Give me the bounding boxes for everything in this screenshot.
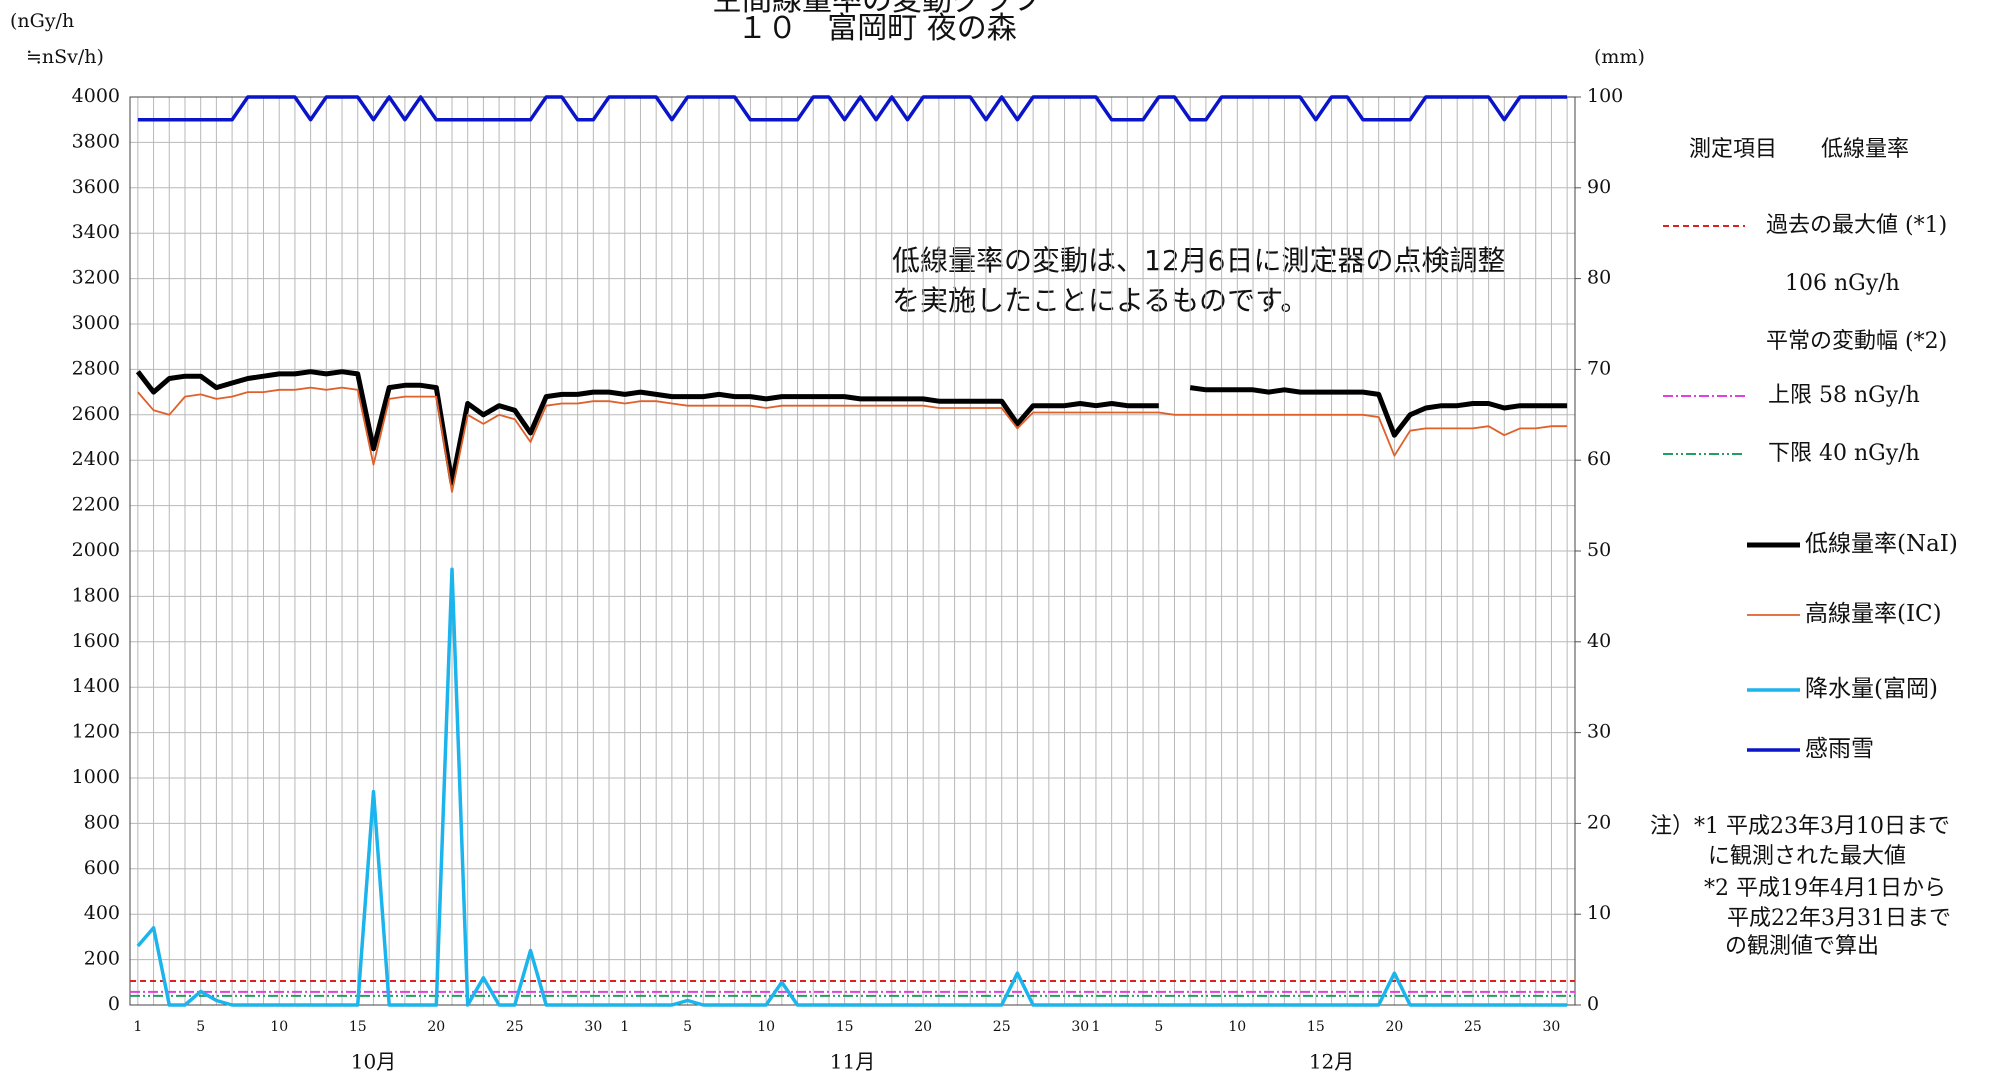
y-tick-label: 2800 [72, 357, 120, 379]
chart-subtitle: １０ 富岡町 夜の森 [737, 11, 1017, 46]
y-tick-label: 3200 [72, 267, 120, 289]
range-heading: 平常の変動幅 (*2) [1766, 329, 1947, 354]
y-tick-label: 3000 [72, 312, 120, 334]
data-line [1189, 385, 1568, 438]
month-label: 10月 [351, 1050, 396, 1072]
legend-label: 感雨雪 [1805, 736, 1874, 762]
y-tick-label: 1400 [72, 675, 120, 697]
y-tick-label: 1200 [72, 721, 120, 743]
y2-tick-label: 20 [1587, 811, 1611, 833]
x-tick-label: 5 [683, 1019, 692, 1035]
y-tick-label: 400 [84, 902, 120, 924]
x-tick-label: 10 [270, 1019, 288, 1035]
y-tick-label: 1000 [72, 766, 120, 788]
x-tick-label: 30 [584, 1019, 602, 1035]
y-axis-label: (nGy/h [10, 10, 74, 32]
y2-tick-label: 100 [1587, 85, 1623, 107]
y2-axis-label: (mm) [1594, 46, 1645, 68]
x-tick-label: 5 [196, 1019, 205, 1035]
x-tick-label: 20 [1385, 1019, 1403, 1035]
data-line [137, 386, 1568, 493]
x-tick-label: 15 [349, 1019, 367, 1035]
y2-tick-label: 0 [1587, 993, 1599, 1015]
x-tick-label: 10 [1228, 1019, 1246, 1035]
y-tick-label: 800 [84, 811, 120, 833]
y-tick-label: 2000 [72, 539, 120, 561]
y2-tick-label: 50 [1587, 539, 1611, 561]
y-tick-label: 600 [84, 857, 120, 879]
data-line [137, 95, 1568, 122]
y2-tick-label: 90 [1587, 176, 1611, 198]
month-label: 12月 [1309, 1050, 1354, 1072]
y2-tick-label: 40 [1587, 630, 1611, 652]
y-axis-label: ≒nSv/h) [26, 46, 104, 68]
legend-label: 下限 40 nGy/h [1768, 441, 1920, 466]
x-tick-label: 1 [1091, 1019, 1100, 1035]
annotation: 低線量率の変動は、12月6日に測定器の点検調整 [892, 244, 1505, 277]
legend-label: 過去の最大値 (*1) [1766, 213, 1947, 238]
note: 平成22年3月31日まで [1727, 906, 1951, 931]
y-tick-label: 3600 [72, 176, 120, 198]
note: に観測された最大値 [1708, 844, 1906, 869]
x-tick-label: 20 [427, 1019, 445, 1035]
y-tick-label: 200 [84, 948, 120, 970]
note: *2 平成19年4月1日から [1704, 876, 1946, 901]
chart-title: 空間線量率の変動グラフ [712, 0, 1042, 18]
data-line [136, 567, 1568, 1007]
y2-tick-label: 70 [1587, 357, 1611, 379]
x-tick-label: 30 [1071, 1019, 1089, 1035]
y2-tick-label: 80 [1587, 267, 1611, 289]
x-tick-label: 15 [836, 1019, 854, 1035]
legend-value: 106 nGy/h [1785, 271, 1900, 296]
x-tick-label: 5 [1154, 1019, 1163, 1035]
month-label: 11月 [830, 1050, 875, 1072]
y-tick-label: 2400 [72, 448, 120, 470]
y2-tick-label: 30 [1587, 721, 1611, 743]
x-tick-label: 20 [914, 1019, 932, 1035]
data-line [135, 369, 1159, 486]
legend-label: 高線量率(IC) [1805, 601, 1942, 627]
y2-tick-label: 10 [1587, 902, 1611, 924]
note: 注）*1 平成23年3月10日まで [1650, 814, 1950, 839]
y-tick-label: 3400 [72, 221, 120, 243]
x-tick-label: 30 [1543, 1019, 1561, 1035]
y-tick-label: 3800 [72, 130, 120, 152]
x-tick-label: 1 [133, 1019, 142, 1035]
y-tick-label: 4000 [72, 85, 120, 107]
y-tick-label: 2200 [72, 494, 120, 516]
legend-heading: 測定項目 低線量率 [1689, 137, 1909, 162]
y-tick-label: 1800 [72, 584, 120, 606]
y-tick-label: 0 [108, 993, 120, 1015]
legend-label: 低線量率(NaI) [1805, 531, 1958, 557]
x-tick-label: 10 [757, 1019, 775, 1035]
y2-tick-label: 60 [1587, 448, 1611, 470]
y-tick-label: 2600 [72, 403, 120, 425]
x-tick-label: 1 [620, 1019, 629, 1035]
annotation: を実施したことによるものです。 [892, 284, 1308, 317]
y-tick-label: 1600 [72, 630, 120, 652]
note: の観測値で算出 [1725, 934, 1879, 959]
x-tick-label: 25 [506, 1019, 524, 1035]
x-tick-label: 15 [1307, 1019, 1325, 1035]
legend-label: 降水量(富岡) [1805, 676, 1938, 702]
legend-label: 上限 58 nGy/h [1768, 383, 1920, 408]
x-tick-label: 25 [993, 1019, 1011, 1035]
x-tick-label: 25 [1464, 1019, 1482, 1035]
